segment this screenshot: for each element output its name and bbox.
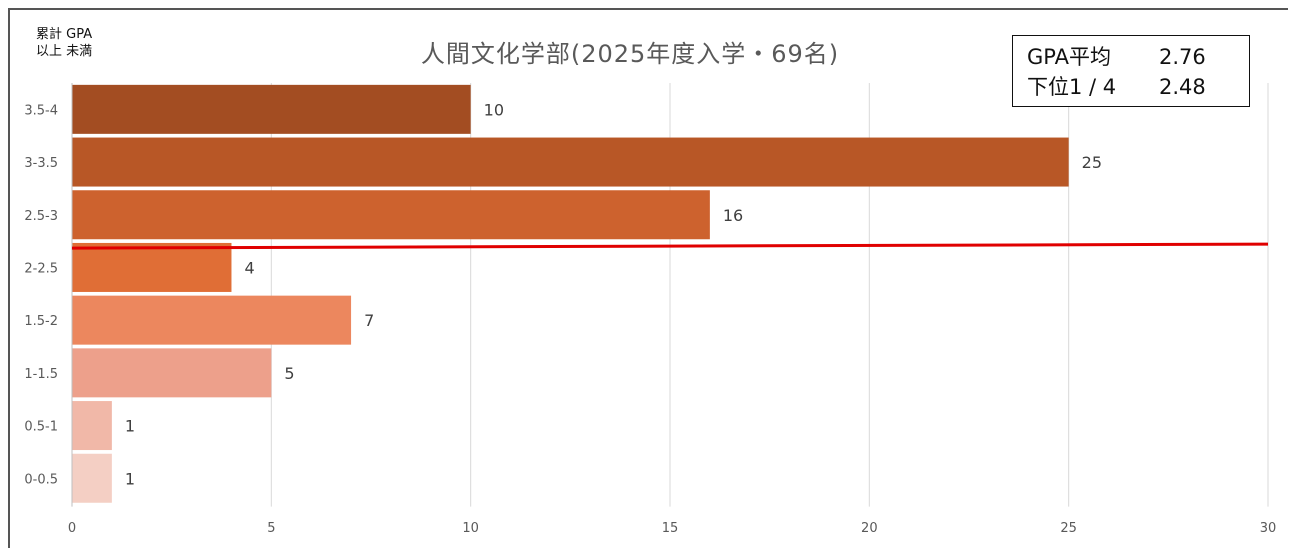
bar-1-1.5: [72, 348, 272, 398]
stats-box: GPA平均 2.76 下位1 / 4 2.48: [1012, 35, 1250, 107]
y-tick-label-0-0.5: 0-0.5: [24, 472, 58, 487]
y-tick-label-0.5-1: 0.5-1: [24, 420, 58, 435]
x-tick-label-5: 5: [267, 521, 275, 536]
x-tick-label-30: 30: [1260, 521, 1277, 536]
data-label-1-1.5: 5: [284, 364, 294, 383]
x-tick-label-10: 10: [462, 521, 479, 536]
x-tick-label-25: 25: [1060, 521, 1077, 536]
stats-mean-value: 2.76: [1159, 45, 1206, 69]
stats-quartile-row: 下位1 / 4 2.48: [1027, 72, 1249, 102]
y-tick-label-2-2.5: 2-2.5: [24, 261, 58, 276]
y-tick-label-3.5-4: 3.5-4: [24, 103, 58, 118]
stats-mean-row: GPA平均 2.76: [1027, 42, 1249, 72]
data-label-0-0.5: 1: [125, 469, 135, 488]
x-tick-label-20: 20: [861, 521, 878, 536]
data-label-1.5-2: 7: [364, 311, 374, 330]
bar-3.5-4: [72, 84, 471, 134]
y-tick-label-1-1.5: 1-1.5: [24, 367, 58, 382]
stats-quartile-label: 下位1 / 4: [1027, 75, 1117, 99]
y-tick-label-1.5-2: 1.5-2: [24, 314, 58, 329]
y-axis-caption: 累計 GPA 以上 未満: [36, 26, 92, 60]
bar-0-0.5: [72, 453, 112, 503]
data-label-3.5-4: 10: [484, 100, 504, 119]
x-tick-label-0: 0: [68, 521, 76, 536]
data-label-3-3.5: 25: [1082, 153, 1102, 172]
reference-line: [71, 242, 1269, 250]
chart-frame: [8, 8, 1288, 548]
data-label-2.5-3: 16: [723, 206, 743, 225]
data-label-0.5-1: 1: [125, 417, 135, 436]
y-tick-label-3-3.5: 3-3.5: [24, 156, 58, 171]
y-axis-caption-line1: 累計 GPA: [36, 27, 93, 42]
bar-2-2.5: [72, 242, 232, 292]
chart-title: 人間文化学部(2025年度入学・69名): [420, 40, 840, 68]
bar-2.5-3: [72, 190, 710, 240]
x-tick-label-15: 15: [662, 521, 679, 536]
y-tick-label-2.5-3: 2.5-3: [24, 209, 58, 224]
stats-mean-label: GPA平均: [1027, 45, 1111, 69]
bar-3-3.5: [72, 137, 1069, 187]
y-axis-caption-line2: 以上 未満: [36, 44, 93, 59]
bar-1.5-2: [72, 295, 352, 345]
stats-quartile-value: 2.48: [1159, 75, 1206, 99]
data-label-2-2.5: 4: [244, 258, 254, 277]
bar-0.5-1: [72, 401, 112, 451]
